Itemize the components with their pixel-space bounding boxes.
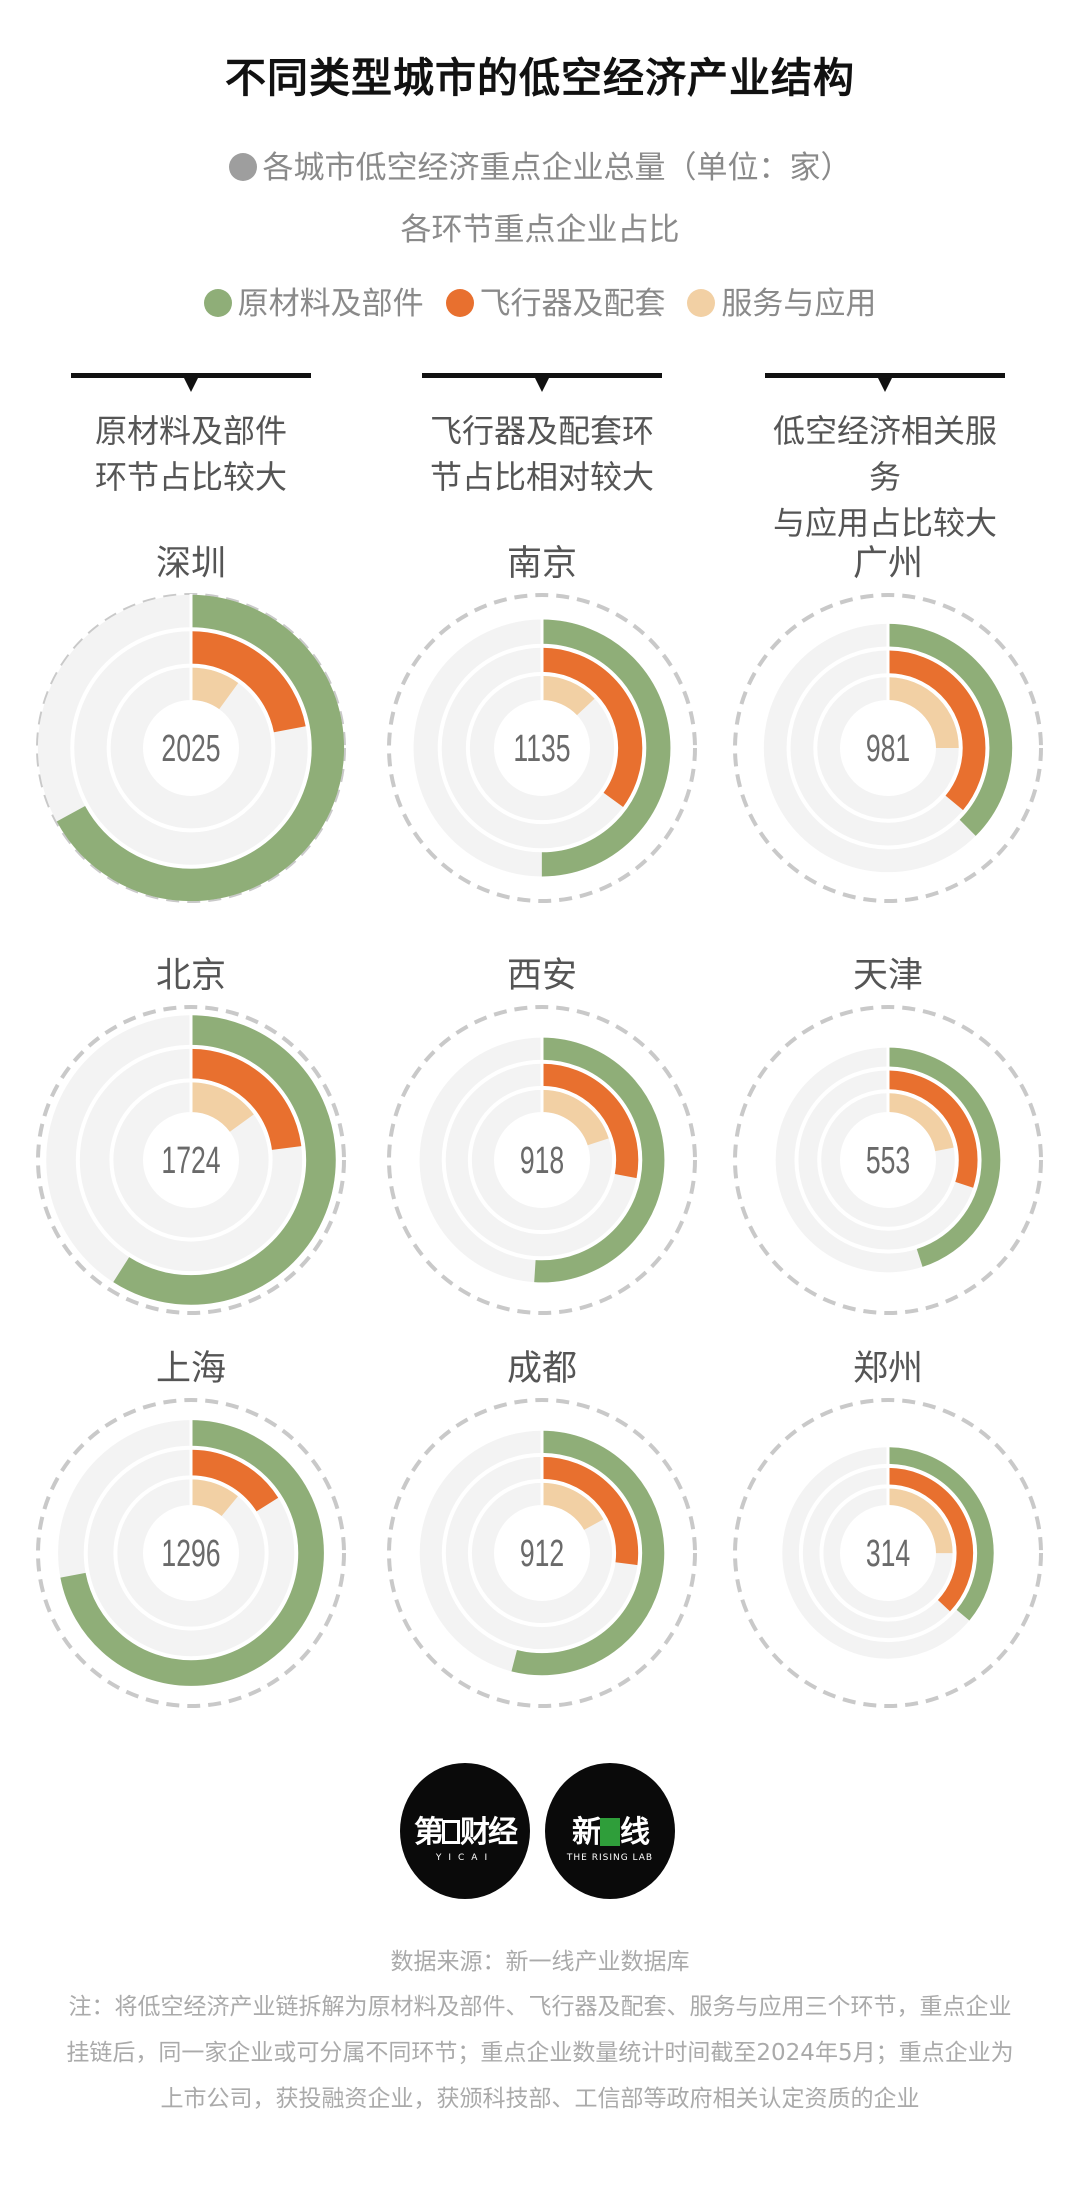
yicai-logo: 第财经 YICAI	[400, 1763, 530, 1899]
legend-item-materials: 原材料及部件	[203, 286, 424, 322]
column-header-aircraft: 飞行器及配套环 节占比相对较大	[417, 373, 667, 500]
city-name: 上海	[155, 1349, 226, 1389]
peach-dot-icon	[687, 289, 716, 317]
divider	[422, 373, 662, 378]
divider	[765, 373, 1005, 378]
dashed-outline	[387, 1005, 697, 1315]
rising-lab-logo-sub: THE RISING LAB	[566, 1853, 654, 1863]
city-total-label: 1724	[161, 1138, 220, 1181]
city-total-label: 2025	[161, 726, 220, 769]
city-name: 深圳	[155, 544, 226, 584]
radial-charts: 2025 1135 981 1724 918 553 1296 912 314	[36, 593, 1043, 1708]
legend-total-label: 各城市低空经济重点企业总量（单位：家）	[262, 150, 852, 186]
city-total-label: 981	[866, 726, 910, 769]
dashed-outline	[387, 593, 697, 903]
legend-series: 原材料及部件 飞行器及配套 服务与应用	[0, 278, 1080, 323]
city-total-label: 918	[520, 1138, 564, 1181]
city-chart: 553	[733, 1005, 1043, 1315]
total-dot-icon	[228, 153, 257, 181]
footnote: 注：将低空经济产业链拆解为原材料及部件、飞行器及配套、服务与应用三个环节，重点企…	[66, 1994, 1014, 2112]
city-total-label: 1135	[513, 726, 570, 769]
city-chart: 912	[387, 1398, 697, 1708]
dashed-outline	[733, 593, 1043, 903]
legend-share-label: 各环节重点企业占比	[400, 212, 680, 248]
dashed-outline	[387, 1398, 697, 1708]
city-chart: 918	[387, 1005, 697, 1315]
triangle-down-icon	[878, 378, 892, 392]
divider	[71, 373, 311, 378]
column-header-text: 低空经济相关服务 与应用占比较大	[772, 412, 997, 542]
city-chart: 1135	[387, 593, 697, 903]
city-total-label: 912	[520, 1531, 564, 1574]
dashed-outline	[733, 1005, 1043, 1315]
city-total-label: 1296	[161, 1531, 220, 1574]
city-chart: 1296	[36, 1398, 346, 1708]
legend-total: 各城市低空经济重点企业总量（单位：家）	[0, 142, 1080, 187]
column-header-services: 低空经济相关服务 与应用占比较大	[760, 373, 1010, 546]
triangle-down-icon	[535, 378, 549, 392]
legend-item-services: 服务与应用	[687, 286, 876, 322]
city-name: 西安	[506, 956, 577, 996]
column-header-text: 原材料及部件 环节占比较大	[94, 412, 287, 496]
city-name: 北京	[155, 956, 226, 996]
dashed-outline	[36, 1005, 346, 1315]
legend-label: 服务与应用	[721, 286, 877, 322]
chart-title: 不同类型城市的低空经济产业结构	[225, 54, 855, 102]
city-name: 郑州	[852, 1349, 923, 1389]
dashed-outline	[36, 1398, 346, 1708]
green-block-icon	[600, 1818, 620, 1846]
green-dot-icon	[203, 289, 232, 317]
city-total-label: 314	[866, 1531, 910, 1574]
legend-label: 飞行器及配套	[479, 286, 666, 322]
dashed-outline	[733, 1398, 1043, 1708]
rising-lab-logo: 新线 THE RISING LAB	[545, 1763, 675, 1899]
legend-label: 原材料及部件	[237, 286, 424, 322]
yicai-logo-sub: YICAI	[435, 1853, 495, 1863]
column-header-text: 飞行器及配套环 节占比相对较大	[429, 412, 654, 496]
yicai-logo-text: 第财经	[414, 1815, 518, 1850]
city-name: 广州	[852, 544, 923, 584]
city-chart: 1724	[36, 1005, 346, 1315]
city-name: 成都	[506, 1349, 577, 1389]
city-total-label: 553	[866, 1138, 910, 1181]
data-source: 数据来源：新一线产业数据库	[390, 1949, 690, 1975]
rising-lab-logo-text: 新线	[572, 1815, 650, 1850]
legend-item-aircraft: 飞行器及配套	[445, 286, 666, 322]
city-name: 天津	[852, 956, 923, 996]
column-header-materials: 原材料及部件 环节占比较大	[66, 373, 316, 500]
city-chart: 981	[733, 593, 1043, 903]
city-chart: 314	[733, 1398, 1043, 1708]
city-name: 南京	[506, 544, 577, 584]
orange-dot-icon	[445, 289, 474, 317]
triangle-down-icon	[184, 378, 198, 392]
city-chart: 2025	[36, 593, 346, 903]
